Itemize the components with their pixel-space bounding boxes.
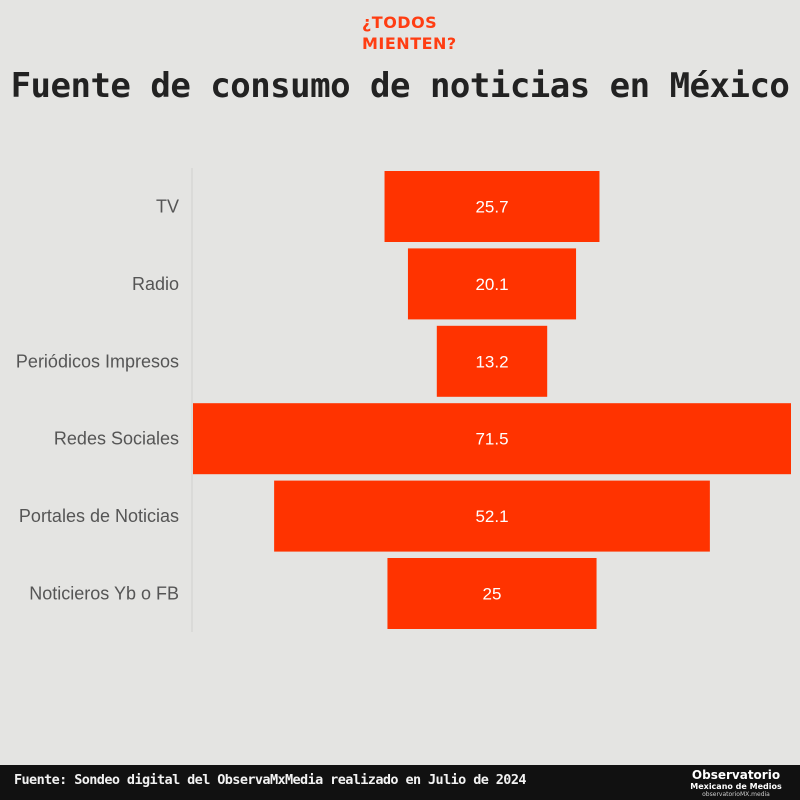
value-label-3: 71.5 (475, 430, 508, 449)
category-label-4: Portales de Noticias (19, 506, 179, 526)
value-label-4: 52.1 (475, 507, 508, 526)
value-label-0: 25.7 (475, 198, 508, 217)
category-label-3: Redes Sociales (54, 429, 179, 449)
category-label-2: Periódicos Impresos (16, 351, 179, 371)
brand-line-1: ¿TODOS (362, 13, 438, 32)
bar-3 (193, 403, 791, 475)
value-label-5: 25 (483, 585, 502, 604)
funnel-bar-chart: TV Radio Periódicos Impresos Redes Sociales… (16, 168, 791, 632)
brand-line-2: MIENTEN? (362, 34, 457, 53)
bar-0 (384, 171, 600, 242)
source-note: Fuente: Sondeo digital del ObservaMxMedi… (14, 772, 526, 788)
category-labels: TV Radio Periódicos Impresos Redes Sociales… (16, 197, 179, 604)
value-labels: 25.7 20.1 13.2 71.5 52.1 25 (475, 198, 508, 604)
logo-line-2: Mexicano de Medios (690, 782, 782, 791)
footer-bar: Fuente: Sondeo digital del ObservaMxMedi… (0, 765, 800, 800)
chart-title: Fuente de consumo de noticias en México (10, 66, 790, 106)
bars (193, 171, 791, 629)
logo-line-1: Observatorio (691, 768, 781, 782)
brand-logo-text: ¿TODOS MIENTEN? (362, 12, 457, 54)
observatorio-logo: Observatorio Mexicano de Medios observat… (686, 768, 786, 799)
bar-4 (274, 480, 710, 552)
category-label-5: Noticieros Yb o FB (29, 584, 179, 604)
category-label-0: TV (156, 197, 179, 217)
bar-5 (387, 558, 597, 629)
bar-2 (436, 325, 548, 397)
bar-1 (407, 248, 577, 320)
logo-line-3: observatorioMX.media (702, 791, 770, 798)
category-label-1: Radio (132, 274, 179, 294)
value-label-2: 13.2 (475, 352, 508, 371)
value-label-1: 20.1 (475, 275, 508, 294)
